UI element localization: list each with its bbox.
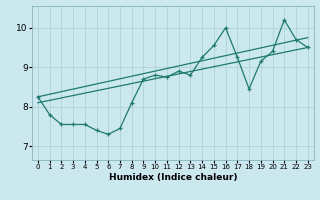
X-axis label: Humidex (Indice chaleur): Humidex (Indice chaleur)	[108, 173, 237, 182]
